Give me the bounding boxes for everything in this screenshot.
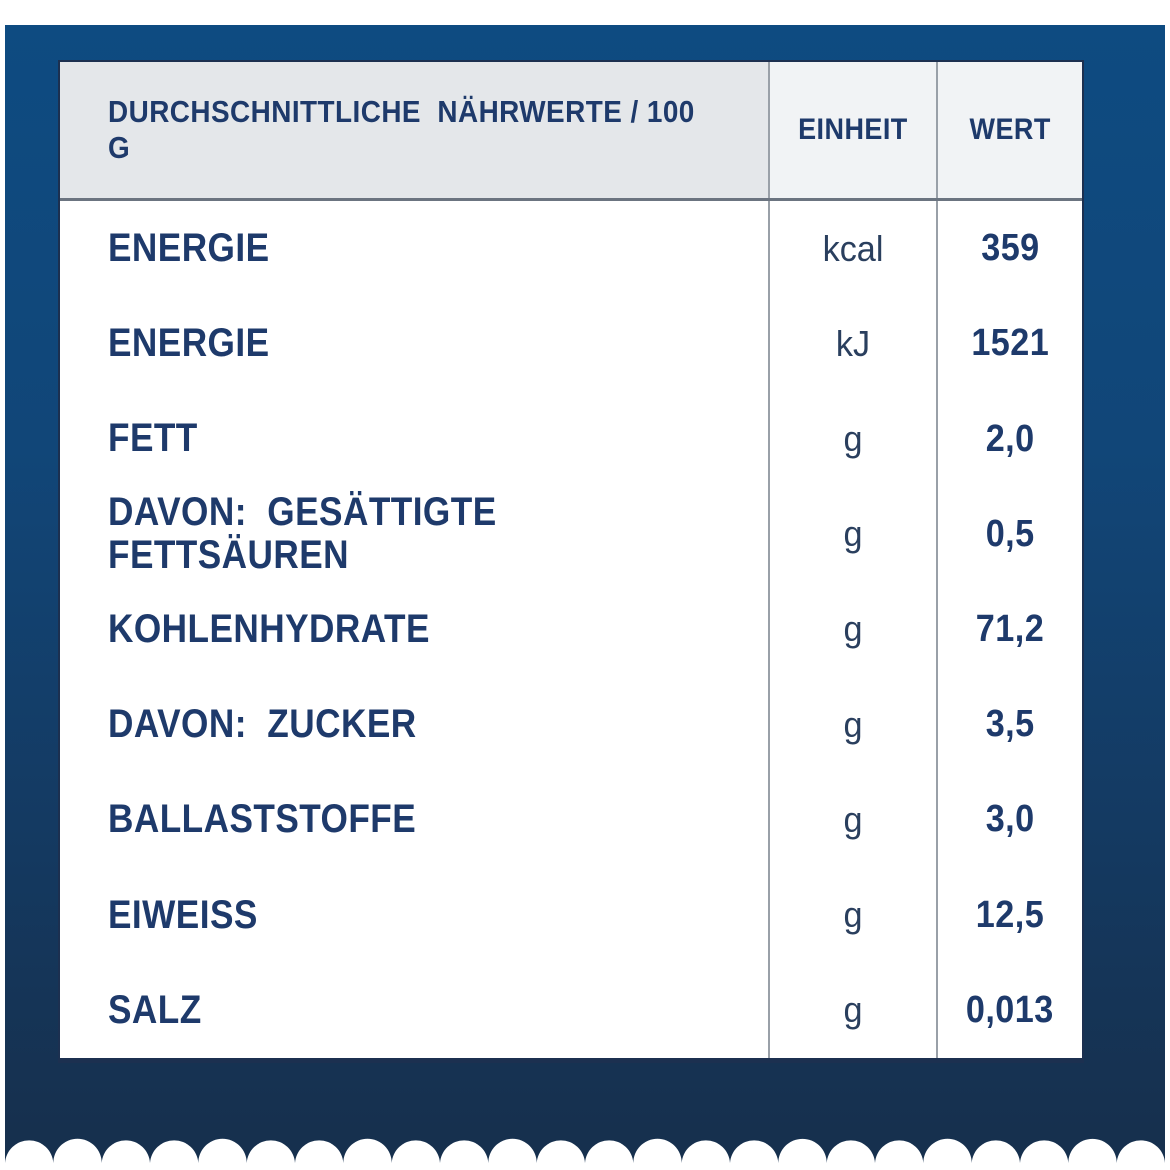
nutrient-value-cell: 71,2 xyxy=(936,581,1082,678)
header-unit-label: EINHEIT xyxy=(798,113,908,146)
nutrient-value: 12,5 xyxy=(975,893,1045,936)
nutrient-label-cell: ENERGIE xyxy=(60,201,768,296)
scalloped-bottom-edge xyxy=(5,1133,1165,1163)
nutrient-unit: g xyxy=(843,894,863,936)
nutrient-value: 71,2 xyxy=(975,607,1045,650)
table-row: DAVON: ZUCKER g 3,5 xyxy=(60,677,1082,773)
nutrient-label-cell: DAVON: ZUCKER xyxy=(60,677,768,772)
nutrient-unit-cell: kJ xyxy=(768,296,936,392)
nutrient-label: ENERGIE xyxy=(108,321,270,366)
nutrient-value: 0,013 xyxy=(966,988,1054,1031)
nutrition-table: DURCHSCHNITTLICHE NÄHRWERTE / 100 G EINH… xyxy=(58,60,1084,1063)
header-nutrients-label: DURCHSCHNITTLICHE NÄHRWERTE / 100 G xyxy=(108,94,703,165)
nutrient-value-cell: 3,5 xyxy=(936,677,1082,773)
nutrient-label: DAVON: ZUCKER xyxy=(108,702,417,747)
nutrient-label-cell: KOHLENHYDRATE xyxy=(60,582,768,677)
table-header-row: DURCHSCHNITTLICHE NÄHRWERTE / 100 G EINH… xyxy=(60,62,1082,201)
nutrient-value-cell: 3,0 xyxy=(936,772,1082,868)
nutrient-label-cell: SALZ xyxy=(60,963,768,1058)
table-row: EIWEISS g 12,5 xyxy=(60,867,1082,963)
nutrient-unit: g xyxy=(843,703,863,745)
nutrient-label: ENERGIE xyxy=(108,226,270,271)
header-cell-nutrients: DURCHSCHNITTLICHE NÄHRWERTE / 100 G xyxy=(60,62,768,198)
nutrient-unit: g xyxy=(843,418,863,460)
table-row: ENERGIE kJ 1521 xyxy=(60,296,1082,392)
nutrient-label: EIWEISS xyxy=(108,892,258,937)
nutrient-unit-cell: g xyxy=(768,867,936,963)
nutrient-label: DAVON: GESÄTTIGTE FETTSÄUREN xyxy=(108,490,497,578)
header-cell-unit: EINHEIT xyxy=(768,62,936,198)
nutrient-label: BALLASTSTOFFE xyxy=(108,797,417,842)
nutrient-value-cell: 12,5 xyxy=(936,867,1082,963)
table-row: BALLASTSTOFFE g 3,0 xyxy=(60,772,1082,868)
nutrient-value: 1521 xyxy=(971,322,1049,365)
nutrient-value-cell: 0,013 xyxy=(936,962,1082,1058)
nutrient-unit-cell: g xyxy=(768,772,936,868)
nutrient-unit-cell: kcal xyxy=(768,201,936,297)
nutrient-unit: g xyxy=(843,798,863,840)
nutrient-unit-cell: g xyxy=(768,962,936,1058)
table-row: FETT g 2,0 xyxy=(60,391,1082,487)
nutrient-unit-cell: g xyxy=(768,677,936,773)
nutrient-label: SALZ xyxy=(108,987,202,1032)
nutrient-unit-cell: g xyxy=(768,486,936,582)
nutrient-label-cell: DAVON: GESÄTTIGTE FETTSÄUREN xyxy=(60,487,768,582)
nutrient-value: 3,0 xyxy=(985,798,1035,841)
nutrient-unit-cell: g xyxy=(768,391,936,487)
nutrient-unit: g xyxy=(843,513,863,555)
nutrient-value: 0,5 xyxy=(985,512,1035,555)
nutrient-unit: g xyxy=(843,989,863,1031)
table-row: ENERGIE kcal 359 xyxy=(60,201,1082,297)
nutrient-value-cell: 1521 xyxy=(936,296,1082,392)
nutrient-label: FETT xyxy=(108,416,198,461)
nutrient-value-cell: 0,5 xyxy=(936,486,1082,582)
nutrient-label-cell: ENERGIE xyxy=(60,296,768,391)
nutrient-unit-cell: g xyxy=(768,581,936,678)
scallop-shape xyxy=(5,1133,1165,1163)
nutrient-value: 359 xyxy=(980,227,1040,270)
nutrient-value: 2,0 xyxy=(985,417,1035,460)
table-row: KOHLENHYDRATE g 71,2 xyxy=(60,581,1082,678)
table-body: ENERGIE kcal 359 ENERGIE kJ 1521 FETT g … xyxy=(60,201,1082,1058)
nutrient-label-cell: BALLASTSTOFFE xyxy=(60,772,768,867)
nutrient-unit: g xyxy=(843,608,863,650)
table-row: SALZ g 0,013 xyxy=(60,962,1082,1058)
nutrient-label: KOHLENHYDRATE xyxy=(108,606,430,651)
header-value-label: WERT xyxy=(969,113,1051,146)
table-row: DAVON: GESÄTTIGTE FETTSÄUREN g 0,5 xyxy=(60,486,1082,582)
nutrient-value-cell: 2,0 xyxy=(936,391,1082,487)
nutrient-unit: kJ xyxy=(835,322,871,364)
nutrient-label-cell: FETT xyxy=(60,391,768,486)
nutrient-unit: kcal xyxy=(822,227,884,269)
nutrient-value-cell: 359 xyxy=(936,201,1082,297)
nutrient-label-cell: EIWEISS xyxy=(60,868,768,963)
header-cell-value: WERT xyxy=(936,62,1082,198)
nutrient-value: 3,5 xyxy=(985,703,1035,746)
